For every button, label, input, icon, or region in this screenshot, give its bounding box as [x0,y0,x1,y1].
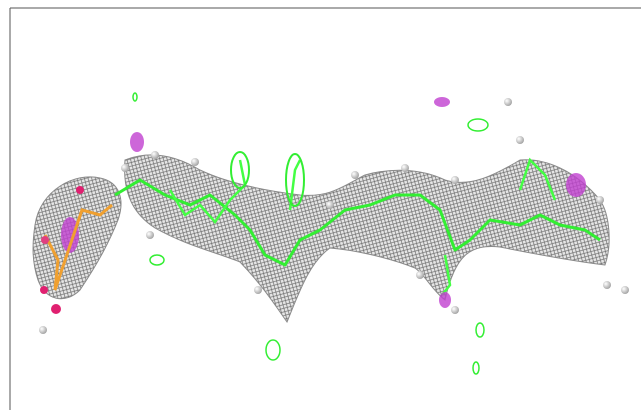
atom [603,281,611,289]
atom [351,171,359,179]
atom [326,201,334,209]
purple-density [434,97,450,107]
green-density [472,361,480,375]
purple-density [439,292,451,308]
hydrogens [39,98,629,334]
atom [516,136,524,144]
green-density [132,92,138,102]
side-chain [288,159,302,211]
green-density [467,118,489,132]
atom [121,164,129,172]
atom [451,176,459,184]
atom [146,231,154,239]
atom [41,236,49,244]
purple-density [130,132,144,152]
backbone [114,178,601,267]
atom [40,286,48,294]
atom [401,164,409,172]
atom [451,306,459,314]
green-density [265,339,281,361]
atom [76,186,84,194]
atom [621,286,629,294]
ligand [43,203,113,291]
purple-density [61,217,79,253]
atom [596,196,604,204]
atom [191,158,199,166]
green-density [230,151,250,189]
atom [416,271,424,279]
atom [51,304,61,314]
atom [254,286,262,294]
green-density [285,153,305,207]
atom [504,98,512,106]
side-chain [518,157,557,201]
atom [151,151,159,159]
green-density [475,322,485,338]
green-density [149,254,165,266]
side-chain [441,254,452,296]
atom [39,326,47,334]
density-mesh [124,154,610,324]
purple-density [566,173,586,197]
